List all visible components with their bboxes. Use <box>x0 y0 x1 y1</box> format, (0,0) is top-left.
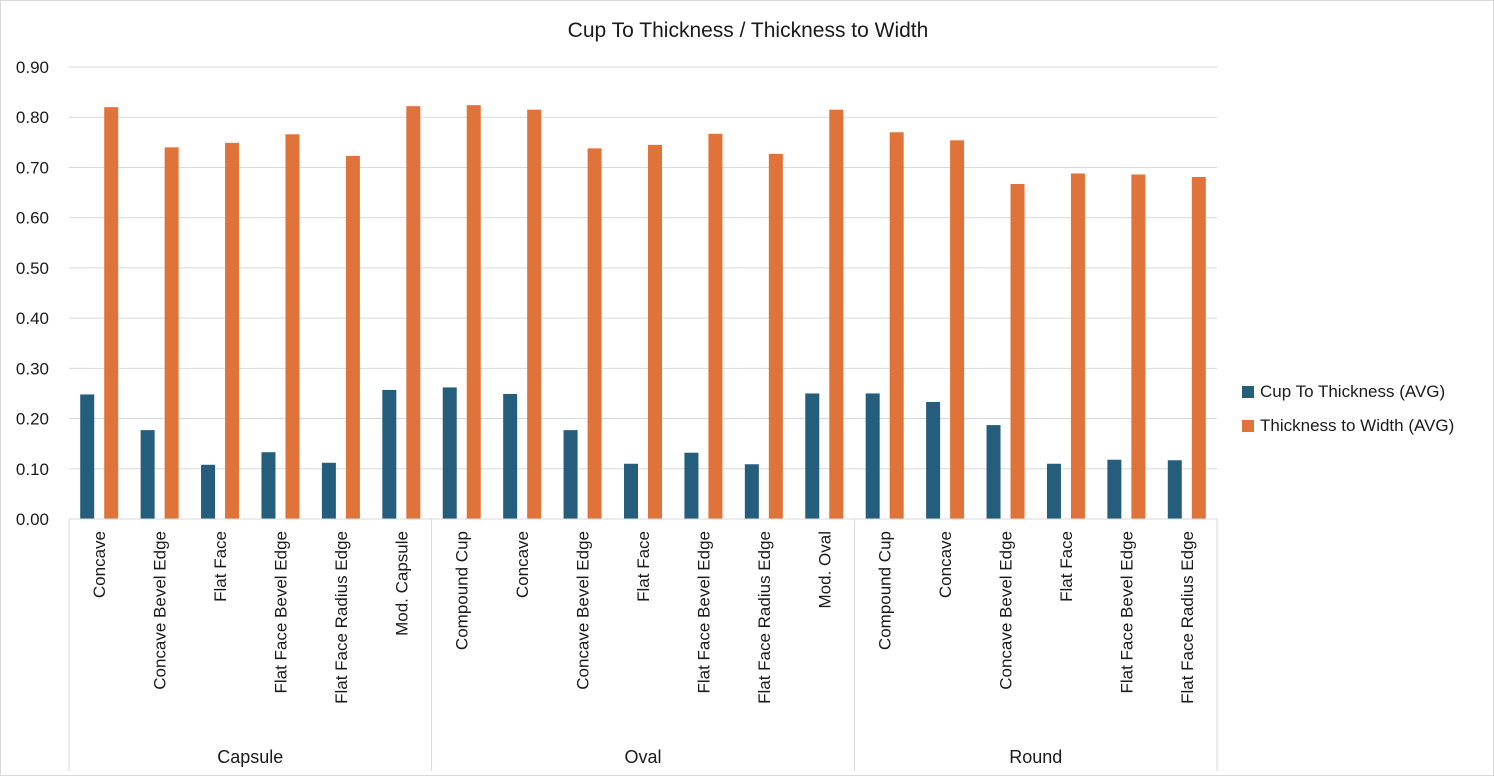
x-category-label: Concave Bevel Edge <box>151 531 170 690</box>
x-category-label: Flat Face <box>634 531 653 602</box>
x-category-label: Concave Bevel Edge <box>574 531 593 690</box>
legend-swatch <box>1242 386 1254 398</box>
bar-thickness-to-width <box>889 132 904 520</box>
bar-cup-to-thickness <box>865 393 880 519</box>
bar-thickness-to-width <box>768 153 783 519</box>
bar-thickness-to-width <box>587 148 602 520</box>
bar-thickness-to-width <box>527 109 542 519</box>
group-label: Capsule <box>217 747 283 767</box>
bar-cup-to-thickness <box>80 394 95 519</box>
legend-label: Thickness to Width (AVG) <box>1260 416 1454 435</box>
bar-thickness-to-width <box>1070 173 1085 519</box>
bar-thickness-to-width <box>406 106 421 519</box>
y-tick-label: 0.20 <box>16 410 49 429</box>
y-tick-label: 0.40 <box>16 309 49 328</box>
group-label: Round <box>1009 747 1062 767</box>
x-category-label: Flat Face <box>1057 531 1076 602</box>
x-category-label: Flat Face Radius Edge <box>332 531 351 704</box>
y-tick-label: 0.60 <box>16 209 49 228</box>
bar-cup-to-thickness <box>926 401 941 519</box>
x-category-label: Concave <box>90 531 109 598</box>
bar-cup-to-thickness <box>624 463 638 519</box>
y-tick-label: 0.90 <box>16 58 49 77</box>
bar-cup-to-thickness <box>684 452 699 519</box>
bar-thickness-to-width <box>466 105 481 520</box>
bar-cup-to-thickness <box>563 430 578 519</box>
axes: 0.00 0.10 0.20 0.30 0.40 0.50 0.60 0.70 0.80 0.90… <box>16 58 1218 771</box>
bars <box>80 105 1206 520</box>
bar-thickness-to-width <box>1010 184 1025 520</box>
x-category-label: Flat Face Bevel Edge <box>694 531 713 694</box>
x-category-label: Concave <box>936 531 955 598</box>
x-category-label: Flat Face Radius Edge <box>1178 531 1197 704</box>
x-category-label: Mod. Capsule <box>392 531 411 636</box>
bar-cup-to-thickness <box>382 389 397 519</box>
bar-thickness-to-width <box>950 140 965 519</box>
x-category-label: Mod. Oval <box>815 531 834 608</box>
bar-thickness-to-width <box>1191 176 1206 519</box>
bar-thickness-to-width <box>1131 174 1146 519</box>
bar-cup-to-thickness <box>201 464 216 519</box>
y-tick-label: 0.10 <box>16 460 49 479</box>
bar-cup-to-thickness <box>261 452 276 519</box>
y-tick-label: 0.80 <box>16 108 49 127</box>
y-tick-label: 0.30 <box>16 359 49 378</box>
bar-thickness-to-width <box>104 107 119 519</box>
bar-cup-to-thickness <box>1046 463 1061 519</box>
bar-thickness-to-width <box>285 134 300 519</box>
bar-thickness-to-width <box>345 155 360 520</box>
chart-title: Cup To Thickness / Thickness to Width <box>568 19 929 42</box>
group-label: Oval <box>624 747 661 767</box>
x-category-label: Flat Face Bevel Edge <box>1117 531 1136 694</box>
bar-cup-to-thickness <box>1107 459 1122 519</box>
x-category-label: Flat Face Bevel Edge <box>271 531 290 694</box>
y-tick-label: 0.00 <box>16 510 49 529</box>
bar-cup-to-thickness <box>744 464 759 519</box>
bar-thickness-to-width <box>708 133 723 519</box>
x-category-label: Concave Bevel Edge <box>997 531 1016 690</box>
bar-cup-to-thickness <box>442 387 457 519</box>
x-category-label: Flat Face Radius Edge <box>755 531 774 704</box>
bar-thickness-to-width <box>648 144 662 519</box>
legend: Cup To Thickness (AVG) Thickness to Width… <box>1242 382 1454 435</box>
x-category-label: Flat Face <box>211 531 230 602</box>
x-category-label: Compound Cup <box>453 531 472 650</box>
bar-cup-to-thickness <box>321 462 336 519</box>
bar-thickness-to-width <box>225 142 240 519</box>
y-tick-label: 0.70 <box>16 158 49 177</box>
legend-label: Cup To Thickness (AVG) <box>1260 382 1445 401</box>
bar-cup-to-thickness <box>805 393 820 519</box>
bar-cup-to-thickness <box>1167 460 1182 519</box>
legend-swatch <box>1242 420 1254 432</box>
bar-cup-to-thickness <box>503 393 518 519</box>
x-category-label: Concave <box>513 531 532 598</box>
x-category-label: Compound Cup <box>876 531 895 650</box>
bar-thickness-to-width <box>829 109 844 519</box>
bar-thickness-to-width <box>164 147 179 519</box>
bar-cup-to-thickness <box>140 430 155 519</box>
gridlines <box>69 66 1217 470</box>
bar-cup-to-thickness <box>986 425 1001 519</box>
y-tick-label: 0.50 <box>16 259 49 278</box>
